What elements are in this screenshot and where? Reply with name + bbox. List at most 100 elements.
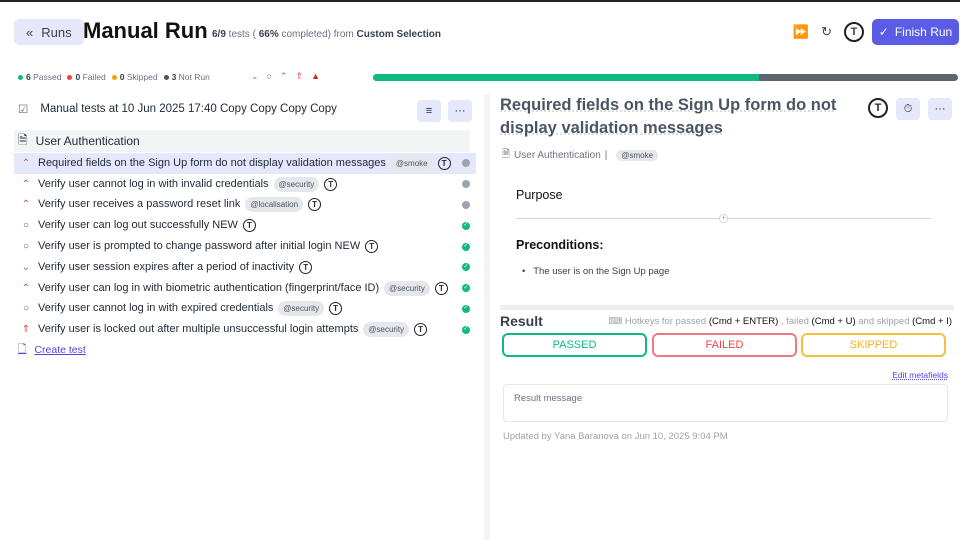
updated-by: Updated by Yana Baranova on Jun 10, 2025… — [503, 431, 728, 442]
double-chevron-left-icon: « — [26, 24, 34, 40]
assignee-avatar: T — [299, 260, 313, 274]
add-section-icon[interactable]: + — [719, 214, 728, 223]
tag: @security — [363, 322, 410, 338]
status-passed-icon: ✓ — [462, 325, 470, 334]
history-icon[interactable]: ↻ — [821, 24, 832, 39]
status-passed-icon: ✓ — [462, 284, 470, 293]
tag: @security — [278, 301, 325, 317]
tag: @smoke — [390, 155, 433, 171]
assignee-avatar: T — [437, 156, 451, 170]
test-title: Verify user cannot log in with invalid c… — [38, 177, 269, 190]
test-row[interactable]: ○ Verify user is prompted to change passw… — [14, 236, 476, 257]
assignee-avatar[interactable]: T — [868, 98, 888, 118]
run-progress-bar — [373, 74, 958, 81]
list-view-button[interactable]: ≡ — [417, 100, 441, 122]
page-title: Manual Run — [83, 18, 208, 43]
filter-low-icon[interactable]: ⌄ — [251, 71, 259, 81]
precondition-item: • The user is on the Sign Up page — [522, 266, 670, 277]
tag: @security — [273, 176, 320, 192]
run-subtitle: 6/9 tests ( 66% completed) from Custom S… — [212, 29, 441, 40]
status-passed-icon: ✓ — [462, 263, 470, 272]
tag: @security — [384, 280, 430, 296]
result-message-input[interactable]: Result message — [503, 384, 948, 422]
status-not-run-icon — [462, 200, 470, 209]
hotkeys-hint: ⌨ Hotkeys for passed (Cmd + ENTER) , fai… — [608, 316, 952, 327]
test-title: Required fields on the Sign Up form do n… — [500, 96, 837, 137]
priority-high-icon: ⌃ — [21, 199, 31, 211]
priority-normal-icon: ○ — [22, 303, 30, 315]
test-list-panel: ☑ Manual tests at 10 Jun 2025 17:40 Copy … — [0, 94, 484, 540]
create-test-link[interactable]: 🗋 Create test — [14, 340, 476, 360]
test-row[interactable]: ⌃ Verify user receives a password reset l… — [14, 195, 476, 216]
filter-critical-icon[interactable]: ⇑ — [295, 71, 304, 81]
timer-button[interactable]: ⏱ — [896, 98, 920, 120]
more-options-button[interactable]: ··· — [928, 98, 952, 120]
suite-link[interactable]: User Authentication — [514, 150, 601, 161]
priority-normal-icon: ○ — [22, 241, 30, 253]
test-row[interactable]: ⌄ Verify user session expires after a per… — [14, 257, 476, 278]
suite-header[interactable]: 🗎 User Authentication — [14, 130, 470, 152]
assignee-avatar: T — [434, 281, 448, 295]
test-title: Verify user is locked out after multiple… — [38, 323, 359, 336]
test-row[interactable]: ⌃ Required fields on the Sign Up form do … — [14, 153, 476, 174]
test-row[interactable]: ○ Verify user can log out successfully NE… — [14, 215, 476, 236]
status-not-run-icon — [462, 159, 470, 168]
file-icon: 🗎 — [502, 149, 511, 160]
test-row[interactable]: ⇑ Verify user is locked out after multipl… — [14, 319, 476, 340]
priority-high-icon: ⌃ — [21, 178, 31, 190]
priority-high-icon: ⌃ — [21, 157, 31, 169]
test-title: Verify user session expires after a peri… — [38, 260, 295, 273]
status-passed-icon: ✓ — [462, 221, 470, 230]
add-file-icon: 🗋 — [18, 343, 27, 356]
priority-normal-icon: ○ — [22, 220, 30, 232]
test-title: Required fields on the Sign Up form do n… — [38, 156, 386, 169]
test-row[interactable]: ○ Verify user cannot log in with expired … — [14, 299, 476, 320]
panel-resize-handle[interactable] — [484, 94, 490, 540]
finish-run-button[interactable]: ✓ Finish Run — [872, 19, 959, 45]
assignee-avatar: T — [414, 323, 428, 337]
status-passed-icon: ✓ — [462, 242, 470, 251]
priority-low-icon: ⌄ — [21, 261, 31, 273]
purpose-heading: Purpose — [516, 188, 563, 202]
filter-high-icon[interactable]: ⌃ — [279, 71, 288, 81]
passed-button[interactable]: PASSED — [502, 333, 647, 357]
fast-forward-icon[interactable]: ⏩ — [792, 24, 810, 39]
filter-bookmark-icon[interactable]: ▲ — [311, 71, 320, 81]
assignee-avatar: T — [365, 240, 379, 254]
test-row[interactable]: ⌃ Verify user can log in with biometric a… — [14, 278, 476, 299]
avatar[interactable]: T — [844, 22, 864, 42]
assignee-avatar: T — [242, 219, 256, 233]
test-detail-panel: Required fields on the Sign Up form do n… — [500, 96, 954, 442]
checklist-icon: ☑ — [18, 104, 29, 116]
priority-high-icon: ⌃ — [21, 282, 31, 294]
test-title: Verify user is prompted to change passwo… — [38, 240, 361, 253]
split-resize-handle[interactable] — [500, 305, 954, 310]
test-row[interactable]: ⌃ Verify user cannot log in with invalid … — [14, 174, 476, 195]
test-title: Verify user cannot log in with expired c… — [38, 302, 274, 315]
status-not-run-icon — [462, 180, 470, 189]
failed-button[interactable]: FAILED — [652, 333, 797, 357]
run-title: Manual tests at 10 Jun 2025 17:40 Copy C… — [40, 103, 337, 115]
status-passed-icon: ✓ — [462, 304, 470, 313]
keyboard-icon: ⌨ — [608, 316, 623, 327]
tag: @localisation — [245, 197, 304, 213]
result-heading: Result — [500, 313, 543, 329]
more-options-button[interactable]: ··· — [448, 100, 472, 122]
tag: @smoke — [616, 150, 659, 161]
edit-metafields-link[interactable]: Edit metafields — [892, 370, 948, 380]
priority-critical-icon: ⇑ — [21, 324, 31, 336]
test-title: Verify user can log in with biometric au… — [38, 281, 380, 294]
run-stats: 6 Passed 0 Failed 0 Skipped 3 Not Run — [18, 72, 210, 82]
test-title: Verify user receives a password reset li… — [38, 198, 241, 211]
runs-back-button[interactable]: «Runs — [14, 19, 84, 45]
skipped-button[interactable]: SKIPPED — [801, 333, 946, 357]
top-border — [0, 0, 960, 2]
check-icon: ✓ — [878, 25, 889, 39]
assignee-avatar: T — [329, 302, 343, 316]
filter-normal-icon[interactable]: ○ — [266, 71, 272, 81]
test-title: Verify user can log out successfully NEW — [38, 219, 238, 232]
assignee-avatar: T — [324, 177, 338, 191]
file-check-icon: 🗎 — [18, 132, 28, 147]
assignee-avatar: T — [308, 198, 322, 212]
preconditions-heading: Preconditions: — [516, 238, 604, 252]
